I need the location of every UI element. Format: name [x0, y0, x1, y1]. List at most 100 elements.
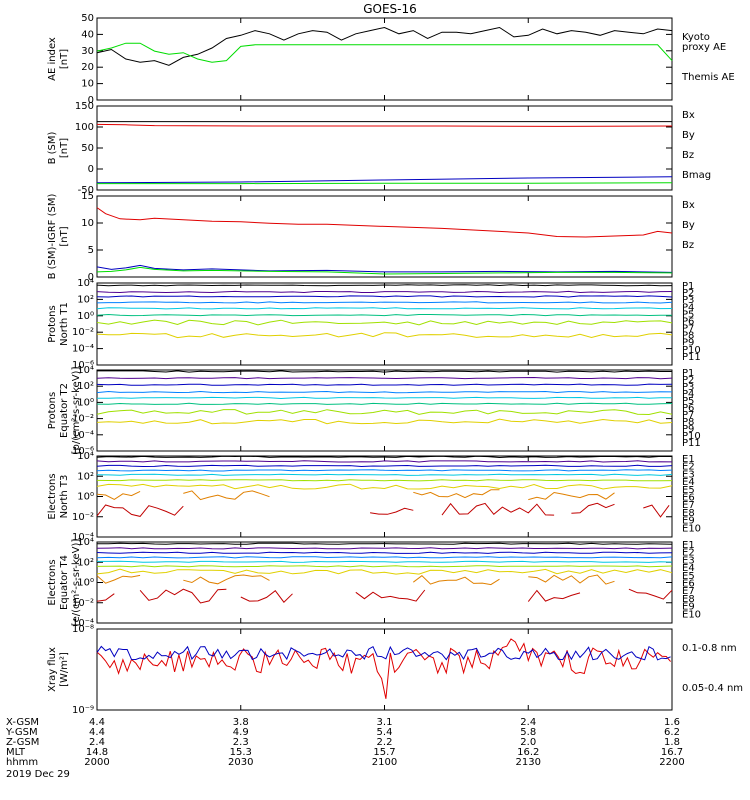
series-line [96, 638, 671, 699]
y-tick-label: 10⁻² [72, 598, 94, 609]
series-line [96, 479, 673, 482]
legend-entry: Bx [682, 110, 695, 121]
y-tick-label: 0 [88, 164, 94, 175]
ephemeris-value: 4.4 [89, 727, 105, 738]
legend-entry: P6 [682, 403, 694, 414]
series-line [96, 332, 673, 339]
panel-frame [96, 17, 673, 101]
legend-entry: E2 [682, 462, 695, 473]
legend-entry: 0.05-0.4 nm [682, 683, 743, 694]
legend-entry: 0.1-0.8 nm [682, 643, 737, 654]
series-line [96, 290, 673, 294]
series-line [139, 588, 227, 604]
series-line [370, 507, 414, 515]
legend-entry: P7 [682, 410, 694, 421]
series-line [96, 574, 141, 584]
ephemeris-value: 3.1 [377, 717, 393, 728]
y-axis-label: [nT] [59, 49, 70, 69]
ephemeris-value: 6.2 [664, 727, 680, 738]
y-tick-label: 10 [81, 79, 94, 90]
series-line [413, 489, 500, 499]
legend-entry: P6 [682, 316, 694, 327]
ephemeris-value: 16.2 [517, 747, 539, 758]
y-axis-label: B (SM) [47, 131, 58, 164]
legend-entry: P8 [682, 417, 694, 428]
y-tick-label: 10⁻⁴ [72, 430, 94, 441]
series-line [96, 504, 184, 517]
y-tick-label: 10⁻² [72, 512, 94, 523]
y-axis-label: North T1 [59, 302, 70, 346]
series-line [96, 295, 673, 298]
y-tick-label: 10⁻⁶ [72, 446, 94, 457]
legend-entry: P9 [682, 338, 694, 349]
ephemeris-row-label: Y-GSM [5, 727, 38, 738]
legend-entry: By [682, 220, 695, 231]
y-tick-label: 50 [81, 13, 94, 24]
panel-frame [96, 455, 673, 538]
series-line [97, 560, 673, 563]
legend-entry: E3 [682, 555, 695, 566]
ephemeris-row-label: MLT [6, 747, 26, 758]
y-axis-label: [W/m²] [59, 652, 70, 687]
legend-entry: P9 [682, 424, 694, 435]
series-line [96, 645, 671, 661]
y-tick-label: 150 [75, 101, 94, 112]
series-line [412, 575, 500, 586]
series-line [528, 574, 615, 585]
legend-entry: P7 [682, 324, 694, 335]
legend-entry: P10 [682, 431, 701, 442]
ephemeris-value: 4.9 [233, 727, 249, 738]
series-line [355, 589, 426, 602]
series-line [96, 266, 673, 275]
legend-entry: P3 [682, 295, 694, 306]
legend-entry: E4 [682, 477, 695, 488]
legend-entry: By [682, 130, 695, 141]
series-line [96, 376, 673, 380]
y-axis-label: [e/(cm²-s-sr-keV)] [71, 539, 82, 627]
y-tick-label: 10² [77, 557, 94, 568]
y-axis-label: Xray flux [47, 647, 58, 692]
series-line [96, 551, 673, 554]
y-tick-label: 10² [77, 381, 94, 392]
legend-entry: P11 [682, 352, 701, 363]
legend-entry: P4 [682, 389, 694, 400]
series-line [96, 307, 673, 310]
y-axis-label: Equator T4 [59, 555, 70, 610]
y-tick-label: 15 [81, 191, 94, 202]
y-tick-label: 50 [81, 143, 94, 154]
ephemeris-value: 2030 [228, 757, 253, 768]
ephemeris-value: 2200 [659, 757, 684, 768]
y-tick-label: 10² [77, 294, 94, 305]
series-line [97, 182, 673, 185]
series-line [96, 409, 673, 416]
legend-entry: P4 [682, 302, 694, 313]
ephemeris-value: 1.6 [664, 717, 680, 728]
series-line [96, 176, 673, 184]
legend-entry: E2 [682, 548, 695, 559]
y-tick-label: 10⁰ [77, 311, 94, 322]
ephemeris-value: 14.8 [86, 747, 108, 758]
series-line [96, 542, 673, 545]
legend-entry: E9 [682, 516, 695, 527]
series-line [643, 504, 670, 518]
ephemeris-value: 2.3 [233, 737, 249, 748]
y-tick-label: 5 [88, 245, 94, 256]
legend-entry: E7 [682, 586, 695, 597]
y-tick-label: 10 [81, 218, 94, 229]
series-line [96, 313, 672, 317]
y-tick-label: 10⁻⁹ [72, 705, 94, 716]
ephemeris-row-label: hhmm [6, 757, 38, 768]
y-tick-label: 0 [88, 95, 94, 106]
legend-entry: proxy AE [682, 42, 726, 53]
y-tick-label: 10⁻⁴ [72, 618, 94, 629]
legend-entry: P3 [682, 382, 694, 393]
series-line [96, 396, 673, 400]
ephemeris-value: 15.7 [373, 747, 395, 758]
series-line [96, 490, 141, 500]
legend-entry: E10 [682, 523, 701, 534]
ephemeris-value: 15.3 [230, 747, 252, 758]
series-line [96, 319, 673, 326]
legend-entry: E4 [682, 563, 695, 574]
